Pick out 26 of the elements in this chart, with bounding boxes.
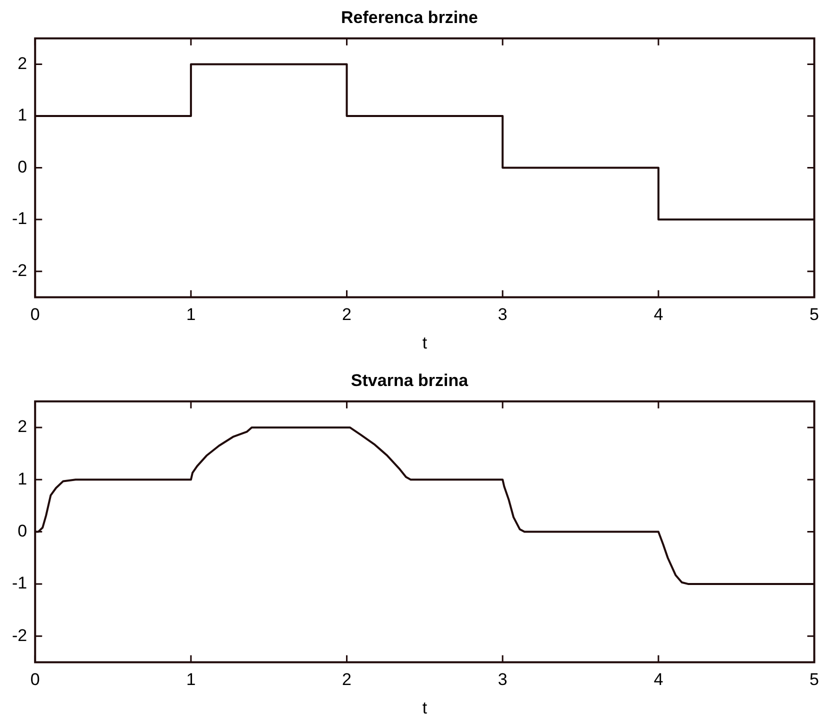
y-tick-label: -2 bbox=[12, 261, 28, 280]
x-tick-label: 0 bbox=[30, 305, 40, 324]
y-tick-label: 1 bbox=[18, 106, 28, 125]
x-tick-label: 4 bbox=[654, 305, 664, 324]
y-tick-label: -2 bbox=[12, 626, 28, 645]
x-tick-label: 3 bbox=[498, 670, 508, 690]
x-tick-label: 5 bbox=[810, 305, 820, 324]
x-tick-label: 2 bbox=[342, 305, 352, 324]
y-tick-label: 0 bbox=[18, 157, 28, 176]
x-tick-label: 2 bbox=[342, 670, 352, 690]
x-tick-label: 5 bbox=[810, 670, 820, 690]
x-tick-label: 4 bbox=[654, 670, 664, 690]
x-tick-label: 1 bbox=[186, 305, 196, 324]
y-tick-label: 2 bbox=[18, 54, 28, 73]
x-tick-label: 1 bbox=[186, 670, 196, 690]
chart-title: Stvarna brzina bbox=[350, 370, 469, 390]
y-tick-label: 0 bbox=[18, 521, 28, 540]
chart-title: Referenca brzine bbox=[341, 8, 478, 27]
y-tick-label: -1 bbox=[12, 574, 28, 593]
y-tick-label: 2 bbox=[18, 417, 28, 436]
x-axis-title: t bbox=[422, 698, 428, 718]
x-tick-label: 0 bbox=[30, 670, 40, 690]
y-tick-label: -1 bbox=[12, 209, 28, 228]
x-tick-label: 3 bbox=[498, 305, 508, 324]
x-axis-title: t bbox=[422, 333, 428, 352]
y-tick-label: 1 bbox=[18, 469, 28, 488]
